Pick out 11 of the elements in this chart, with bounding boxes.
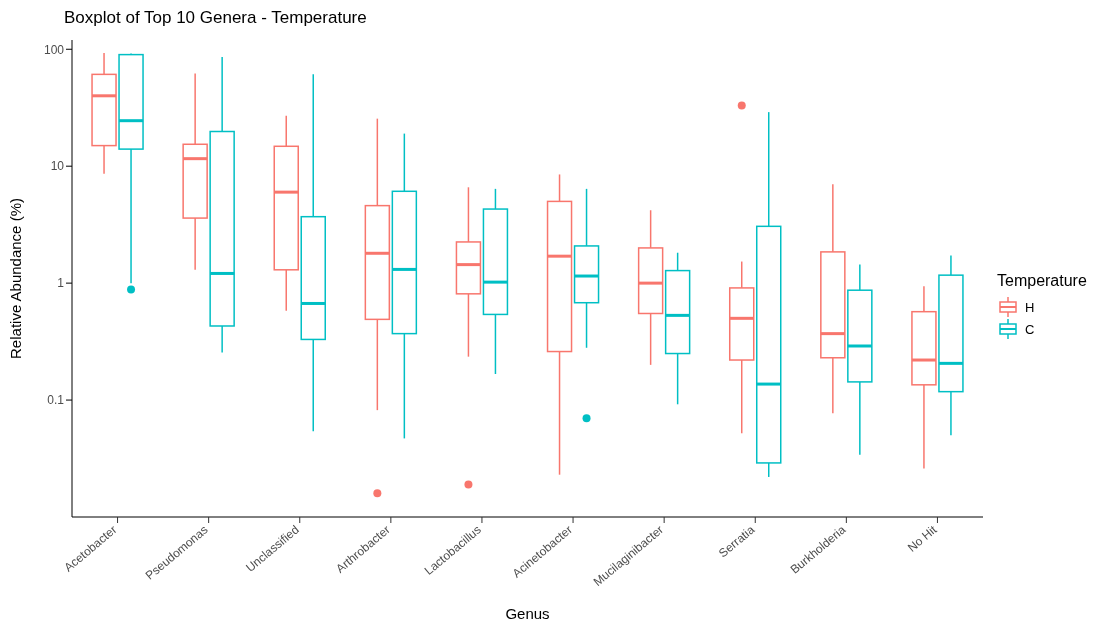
- y-tick-label: 100: [43, 42, 65, 57]
- legend-label: H: [1025, 299, 1035, 315]
- legend-label: C: [1025, 321, 1035, 337]
- legend-title: Temperature: [997, 272, 1087, 290]
- chart-title: Boxplot of Top 10 Genera - Temperature: [64, 8, 368, 29]
- y-tick-label: 0.1: [47, 393, 65, 408]
- y-tick-label: 1: [57, 276, 65, 291]
- y-axis-title: Relative Abundance (%): [7, 198, 25, 359]
- x-axis-title: Genus: [505, 605, 550, 622]
- x-tick-label: No Hit: [904, 522, 940, 555]
- y-tick-label: 10: [50, 159, 65, 174]
